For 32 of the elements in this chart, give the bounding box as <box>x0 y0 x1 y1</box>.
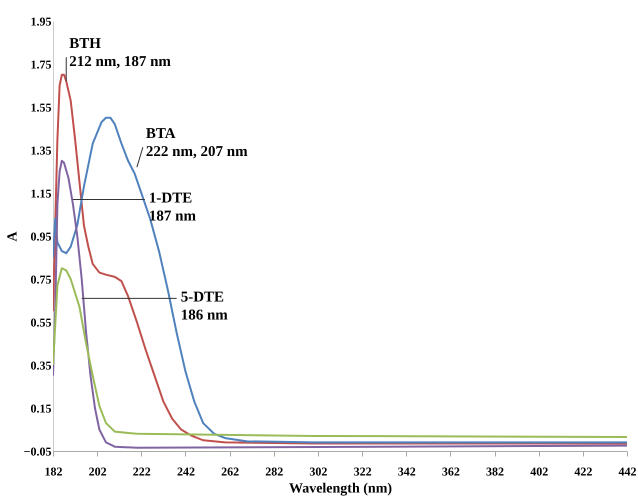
x-tick-label: 262 <box>221 464 240 478</box>
annotation: 1-DTE 187 nm <box>148 190 196 224</box>
y-tick-label: 0.35 <box>30 358 52 372</box>
y-axis-title: A <box>6 230 21 242</box>
x-tick-label: 402 <box>530 464 548 478</box>
x-tick-label: 362 <box>442 464 460 478</box>
y-tick-label: −0.05 <box>24 444 52 458</box>
x-tick-label: 382 <box>486 464 504 478</box>
x-tick-label: 322 <box>354 464 372 478</box>
y-tick-label: 1.15 <box>30 186 52 200</box>
y-tick-label: 1.75 <box>30 58 52 72</box>
x-tick-label: 342 <box>398 464 416 478</box>
x-tick-label: 302 <box>309 464 328 478</box>
y-tick-label: 1.35 <box>30 144 52 158</box>
annotation: BTA 222 nm, 207 nm <box>146 126 248 160</box>
x-axis-title: Wavelength (nm) <box>288 482 392 496</box>
annotation: BTH 212 nm, 187 nm <box>69 36 172 70</box>
annotation: 5-DTE 186 nm <box>180 289 228 324</box>
y-tick-label: 0.15 <box>30 402 52 416</box>
x-tick-label: 182 <box>44 464 62 478</box>
y-tick-label: 1.55 <box>30 100 52 114</box>
line-series <box>53 267 627 438</box>
y-tick-label: 0.95 <box>30 230 52 244</box>
x-tick-label: 422 <box>574 464 592 478</box>
x-tick-label: 222 <box>132 464 151 478</box>
x-tick-label: 202 <box>88 464 107 478</box>
y-tick-label: 0.55 <box>30 316 52 330</box>
x-tick-label: 282 <box>265 464 284 478</box>
x-tick-label: 242 <box>176 464 195 478</box>
x-tick-label: 442 <box>618 464 636 478</box>
y-tick-label: 0.75 <box>30 272 52 286</box>
y-tick-label: 1.95 <box>30 14 52 28</box>
